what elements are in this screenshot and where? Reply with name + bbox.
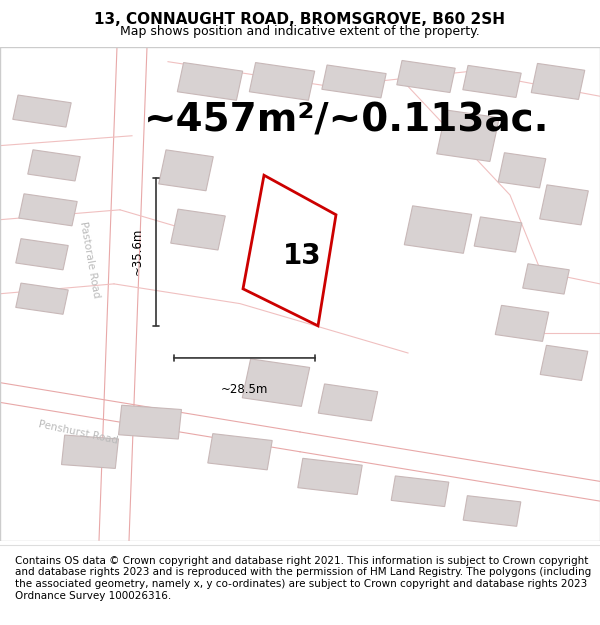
Polygon shape bbox=[298, 458, 362, 494]
Polygon shape bbox=[19, 194, 77, 226]
Polygon shape bbox=[208, 434, 272, 470]
Polygon shape bbox=[119, 405, 181, 439]
Polygon shape bbox=[178, 62, 242, 100]
Polygon shape bbox=[397, 61, 455, 92]
Polygon shape bbox=[13, 95, 71, 127]
Text: 13: 13 bbox=[283, 242, 322, 270]
Polygon shape bbox=[242, 359, 310, 406]
Polygon shape bbox=[474, 217, 522, 252]
Polygon shape bbox=[404, 206, 472, 253]
Text: Pastorale Road: Pastorale Road bbox=[79, 220, 101, 298]
Polygon shape bbox=[463, 496, 521, 526]
Text: Contains OS data © Crown copyright and database right 2021. This information is : Contains OS data © Crown copyright and d… bbox=[15, 556, 591, 601]
Polygon shape bbox=[498, 152, 546, 188]
Polygon shape bbox=[391, 476, 449, 507]
Polygon shape bbox=[16, 283, 68, 314]
Polygon shape bbox=[540, 345, 588, 381]
Text: ~28.5m: ~28.5m bbox=[221, 382, 268, 396]
Polygon shape bbox=[531, 63, 585, 99]
Polygon shape bbox=[463, 66, 521, 98]
Polygon shape bbox=[437, 110, 499, 161]
Text: ~35.6m: ~35.6m bbox=[131, 228, 144, 276]
Polygon shape bbox=[62, 435, 118, 469]
Text: ~457m²/~0.113ac.: ~457m²/~0.113ac. bbox=[144, 102, 550, 140]
Polygon shape bbox=[16, 239, 68, 270]
Polygon shape bbox=[318, 384, 378, 421]
Polygon shape bbox=[243, 175, 336, 326]
Polygon shape bbox=[159, 150, 213, 191]
Polygon shape bbox=[539, 185, 589, 225]
Polygon shape bbox=[495, 306, 549, 341]
Text: Map shows position and indicative extent of the property.: Map shows position and indicative extent… bbox=[120, 24, 480, 38]
Polygon shape bbox=[171, 209, 225, 250]
Text: 13, CONNAUGHT ROAD, BROMSGROVE, B60 2SH: 13, CONNAUGHT ROAD, BROMSGROVE, B60 2SH bbox=[95, 12, 505, 27]
Polygon shape bbox=[28, 150, 80, 181]
Polygon shape bbox=[322, 65, 386, 98]
Polygon shape bbox=[523, 264, 569, 294]
Polygon shape bbox=[250, 62, 314, 100]
Text: Penshurst Road: Penshurst Road bbox=[37, 419, 119, 445]
